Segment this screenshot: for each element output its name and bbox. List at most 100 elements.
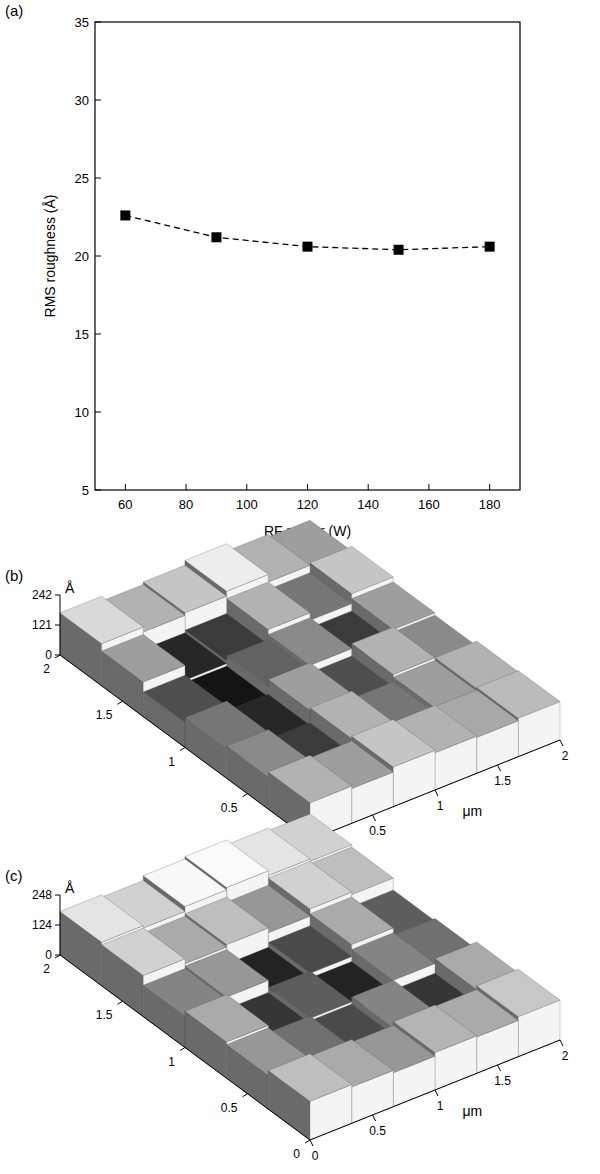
x-tick-label: 160: [418, 497, 440, 512]
x-axis-title: μm: [462, 1103, 482, 1119]
x-tick-label: 120: [297, 497, 319, 512]
y-tick: [95, 256, 101, 257]
cell-top: [268, 1054, 351, 1102]
y-axis: [60, 655, 310, 840]
z-tick-label: 121: [32, 618, 52, 632]
y-tick-label: 1.5: [96, 708, 113, 722]
y-tick: [55, 955, 60, 958]
y-tick-label: 0: [293, 1147, 300, 1161]
x-axis: [310, 1040, 560, 1140]
y-tick-label: 1.5: [96, 1008, 113, 1022]
x-tick-label: 0.5: [369, 1124, 386, 1138]
x-tick-label: 2: [562, 749, 569, 763]
x-tick: [186, 484, 187, 490]
data-point: [303, 242, 313, 252]
x-tick: [125, 484, 126, 490]
cell-top: [268, 755, 351, 803]
x-tick: [310, 1140, 313, 1146]
page: {"chart_data": [ {"type": "line", "panel…: [0, 0, 600, 1174]
y-tick-label: 2: [43, 962, 50, 976]
x-tick-label: 60: [118, 497, 132, 512]
x-tick: [489, 484, 490, 490]
x-axis-title: μm: [462, 803, 482, 819]
x-tick-label: 0: [312, 1149, 319, 1163]
x-tick: [428, 484, 429, 490]
z-tick: [55, 655, 60, 656]
y-axis: [60, 955, 310, 1140]
z-tick-label: 124: [32, 918, 52, 932]
x-tick-label: 100: [236, 497, 258, 512]
x-tick: [373, 1115, 376, 1121]
x-tick-label: 1: [437, 1099, 444, 1113]
x-tick-label: 0.5: [369, 824, 386, 838]
y-tick: [243, 1094, 248, 1097]
data-point: [120, 210, 130, 220]
panel-surface: (b)00.511.52μm00.511.520121242Å: [5, 520, 569, 863]
x-tick-label: 140: [357, 497, 379, 512]
cell-top: [102, 635, 185, 683]
data-group: [120, 210, 494, 254]
x-tick-label: 1.5: [494, 774, 511, 788]
panel-label: (a): [5, 2, 23, 19]
data-point: [394, 245, 404, 255]
x-tick: [373, 815, 376, 821]
z-tick: [55, 595, 60, 596]
y-tick: [95, 334, 101, 335]
z-tick: [55, 925, 60, 926]
y-tick: [95, 412, 101, 413]
y-tick-label: 30: [75, 93, 89, 108]
z-axis-title: Å: [65, 880, 75, 896]
y-tick-label: 20: [75, 249, 89, 264]
y-tick: [118, 1001, 123, 1004]
y-tick-label: 10: [75, 405, 89, 420]
z-tick-label: 0: [45, 648, 52, 662]
data-point: [211, 232, 221, 242]
y-tick: [95, 490, 101, 491]
z-tick-label: 0: [45, 948, 52, 962]
cell-top: [227, 582, 310, 630]
x-tick-label: 2: [562, 1049, 569, 1063]
x-tick-label: 1: [437, 799, 444, 813]
y-tick-label: 35: [75, 15, 89, 30]
y-tick-label: 15: [75, 327, 89, 342]
surface-cell: [268, 1054, 351, 1140]
x-tick: [435, 1090, 438, 1096]
y-tick: [95, 100, 101, 101]
z-tick: [55, 625, 60, 626]
x-tick: [435, 790, 438, 796]
panel-a: (a)60801001201401601805101520253035RF po…: [5, 2, 520, 539]
cell-top: [60, 596, 143, 644]
y-tick-label: 0.5: [221, 1101, 238, 1115]
surface: [60, 520, 560, 840]
x-tick: [498, 765, 501, 771]
y-axis-title: RMS roughness (Å): [42, 195, 58, 318]
y-tick-label: 0.5: [221, 801, 238, 815]
x-tick-label: 180: [479, 497, 501, 512]
y-tick: [55, 655, 60, 658]
y-tick: [95, 22, 101, 23]
panel-label: (c): [5, 867, 23, 884]
y-tick: [95, 178, 101, 179]
x-tick: [560, 1040, 563, 1046]
data-point: [485, 242, 495, 252]
cell-top: [102, 928, 185, 976]
z-tick-label: 242: [32, 588, 52, 602]
x-tick: [368, 484, 369, 490]
x-axis: [310, 740, 560, 840]
plot-frame: [95, 22, 520, 490]
z-axis-title: Å: [65, 580, 75, 596]
y-tick-label: 2: [43, 662, 50, 676]
y-tick: [180, 748, 185, 751]
x-tick: [307, 484, 308, 490]
x-tick: [246, 484, 247, 490]
x-tick: [560, 740, 563, 746]
panel-surface: (c)00.511.52μm00.511.520124248Å: [5, 814, 569, 1163]
y-tick: [305, 1140, 310, 1143]
z-tick: [55, 955, 60, 956]
x-tick: [498, 1065, 501, 1071]
z-tick: [55, 895, 60, 896]
y-tick-label: 25: [75, 171, 89, 186]
y-tick-label: 5: [82, 483, 89, 498]
z-tick-label: 248: [32, 888, 52, 902]
y-tick-label: 1: [168, 1055, 175, 1069]
